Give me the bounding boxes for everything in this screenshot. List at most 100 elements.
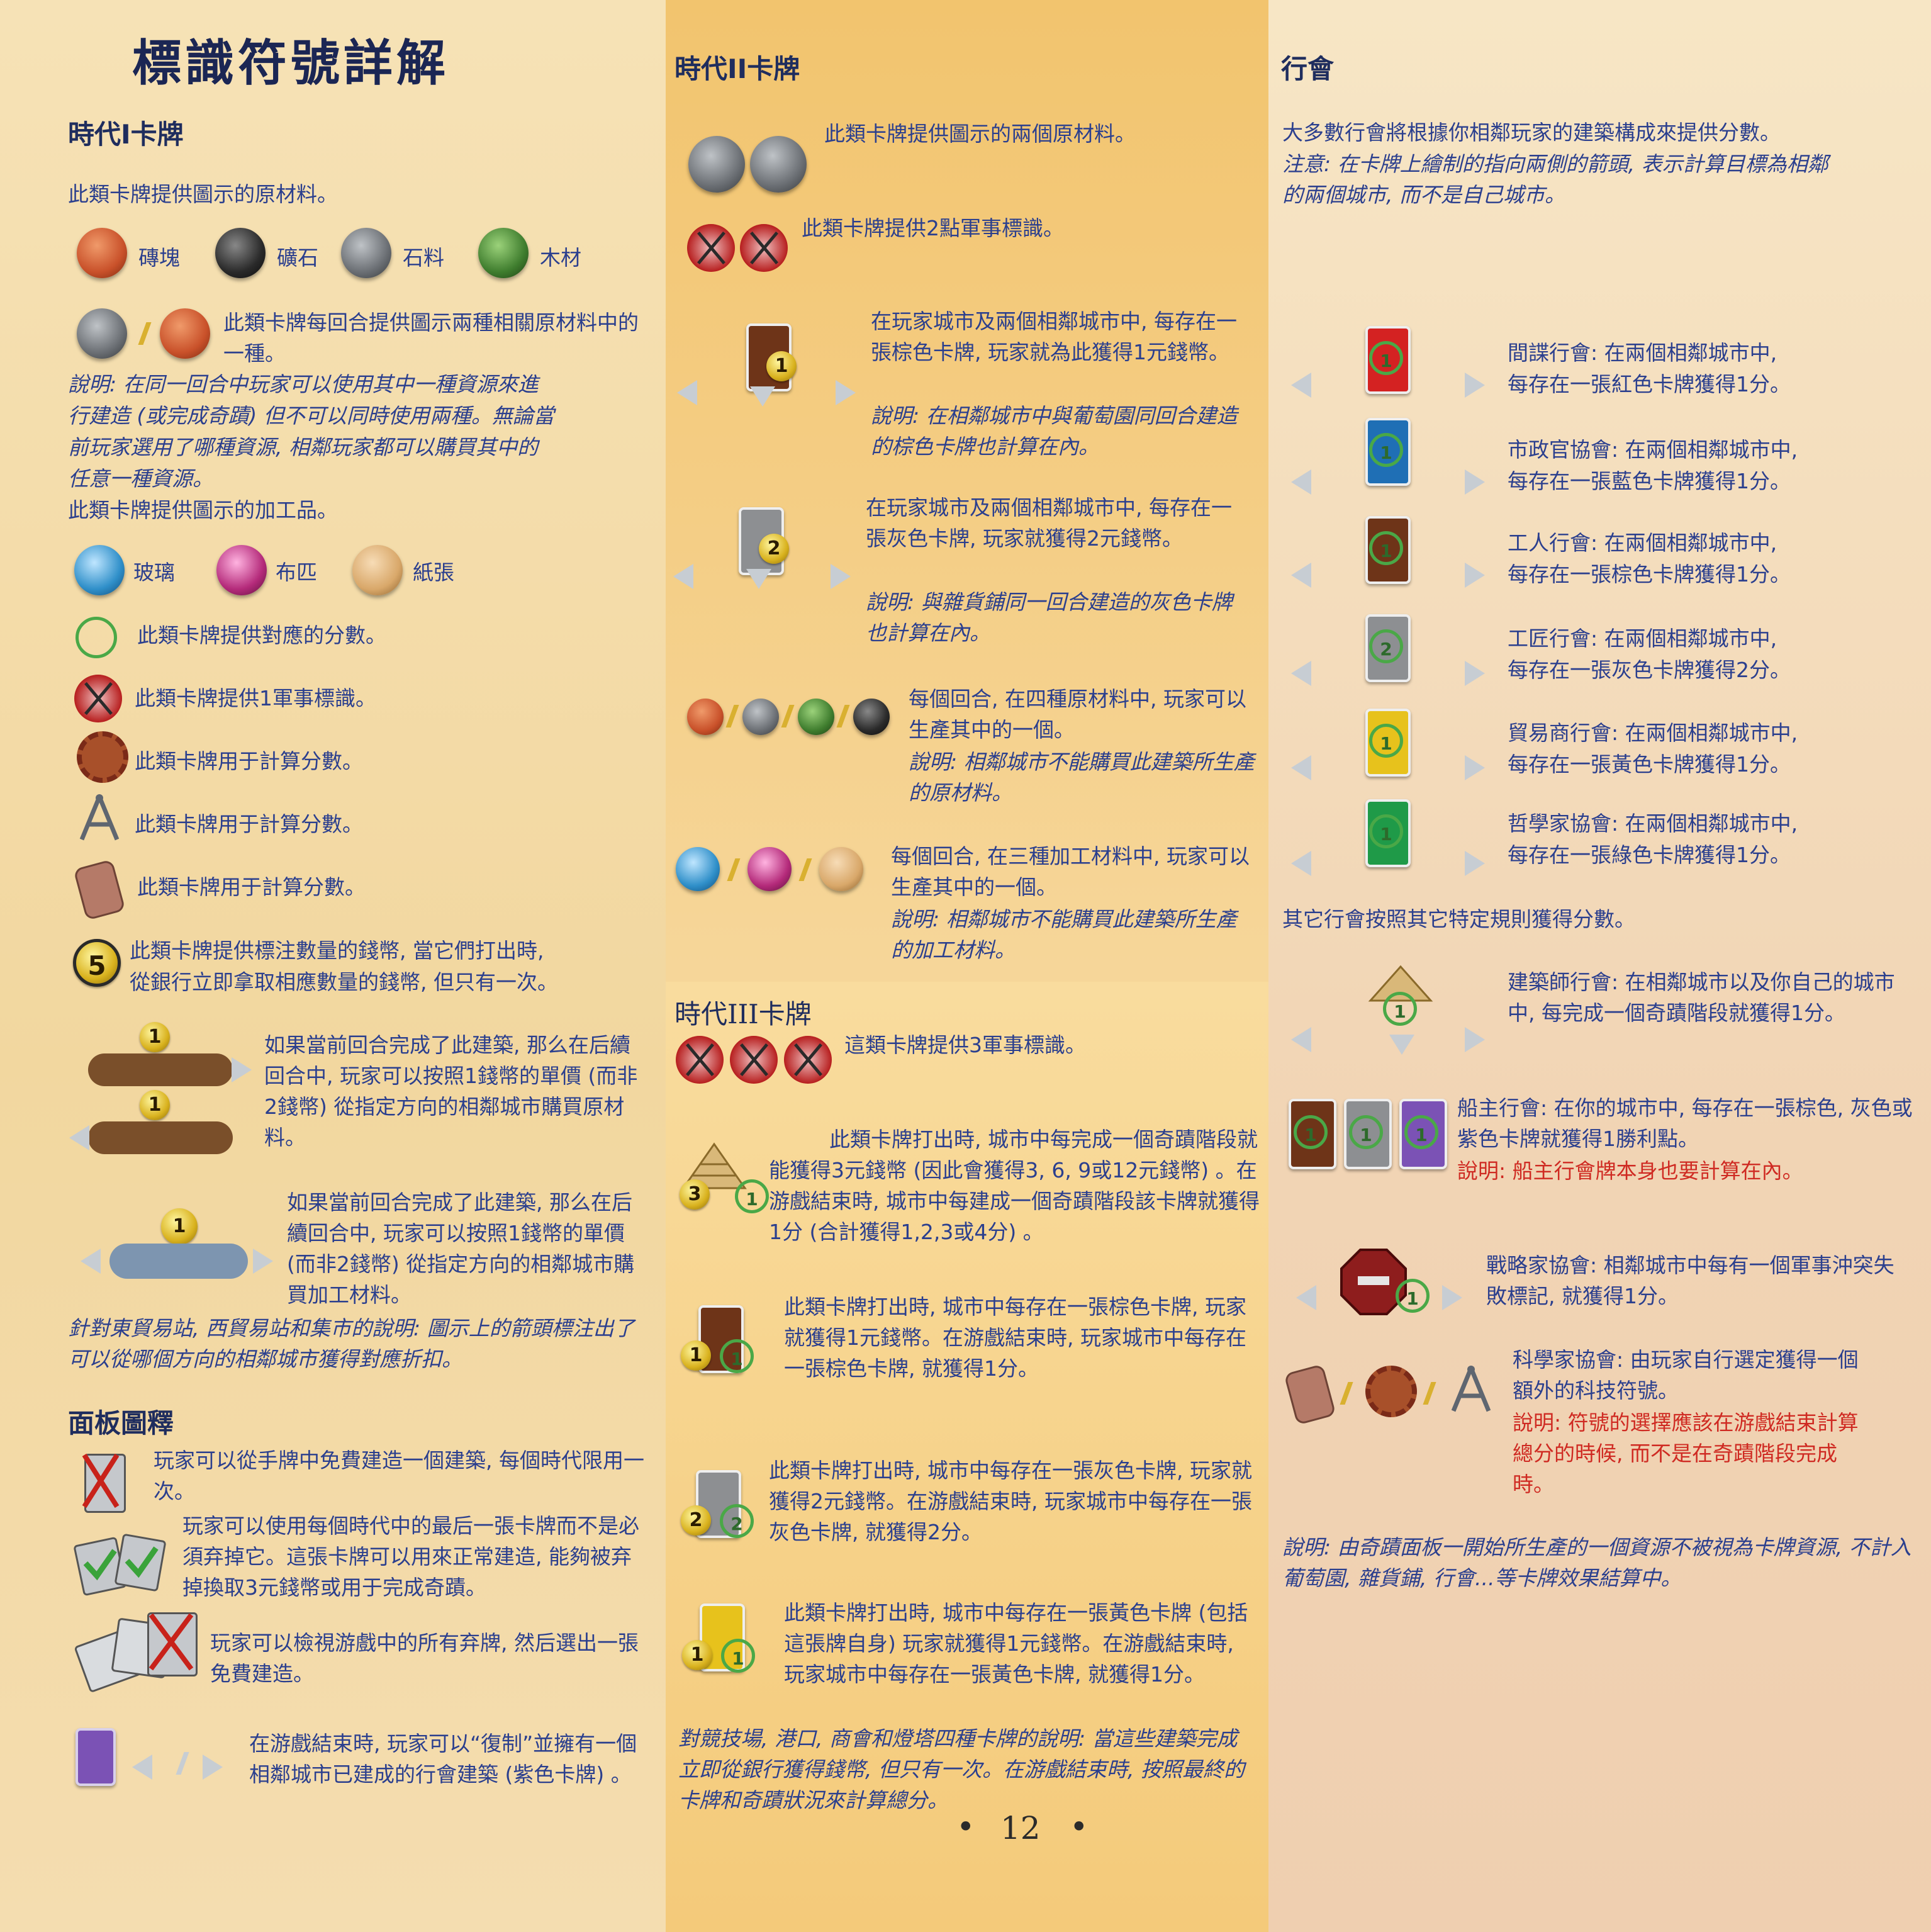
compass-icon <box>1446 1364 1496 1415</box>
stone-icon <box>750 136 807 193</box>
trade-raw-text: 如果當前回合完成了此建築, 那么在后續回合中, 玩家可以按照1錢幣的單價 (而非… <box>264 1033 638 1150</box>
page-number-bullet-left: • <box>956 1809 975 1845</box>
grey-text: 在玩家城市及兩個相鄰城市中, 每存在一張灰色卡牌, 玩家就獲得2元錢幣。 <box>866 495 1232 551</box>
trade-manu-text: 如果當前回合完成了此建築, 那么在后續回合中, 玩家可以按照1錢幣的單價 (而非… <box>287 1190 635 1307</box>
slash-separator <box>727 858 741 881</box>
shipowners-text: 船主行會: 在你的城市中, 每存在一張棕色, 灰色或紫色卡牌就獲得1勝利點。 <box>1457 1096 1913 1151</box>
trade-manu-icon: 1 <box>76 1208 277 1284</box>
yellow3-text: 此類卡牌打出時, 城市中每存在一張黃色卡牌 (包括這張牌自身) 玩家就獲得1元錢… <box>784 1600 1248 1687</box>
build-free-icon <box>78 1450 135 1513</box>
arrow-left-icon <box>1291 563 1311 588</box>
arrow-right-icon <box>232 1057 252 1082</box>
age3-heading: 時代III卡牌 <box>674 999 812 1030</box>
coin-icon: 2 <box>759 534 789 564</box>
stone-icon <box>742 699 779 735</box>
age3-panel <box>666 982 1268 1932</box>
laurel-icon: 1 <box>1294 1115 1328 1149</box>
board-item-1: 玩家可以從手牌中免費建造一個建築, 每個時代限用一次。 <box>154 1448 644 1503</box>
slash-separator <box>836 705 850 727</box>
laurel-icon: 2 <box>720 1504 754 1538</box>
guild-intro: 大多數行會將根據你相鄰玩家的建築構成來提供分數。 <box>1282 120 1781 145</box>
arrow-left-icon <box>1291 851 1311 876</box>
trade-bar <box>88 1121 233 1154</box>
guild-row-philosophers: 1 哲學家協會: 在兩個相鄰城市中, 每存在一張綠色卡牌獲得1分。 <box>1268 799 1931 876</box>
page-number: 12 <box>1000 1810 1041 1846</box>
slash-separator <box>725 705 739 727</box>
resource-label-ore: 礦石 <box>277 245 318 270</box>
tablet-icon <box>73 859 126 921</box>
middle-column: 時代II卡牌 此類卡牌提供圖示的兩個原材料。 此類卡牌提供2點軍事標識。 1 在… <box>666 0 1268 1932</box>
gear-icon <box>77 731 128 783</box>
slash-separator <box>798 858 812 881</box>
coin-text-line-1: 此類卡牌提供標注數量的錢幣, 當它們打出時, <box>130 938 544 963</box>
tablet-icon <box>1284 1364 1336 1425</box>
guild-text-line-2: 每存在一張灰色卡牌獲得2分。 <box>1508 658 1791 682</box>
wood-icon <box>798 699 834 735</box>
board-item-3: 玩家可以檢視游戲中的所有弃牌, 然后選出一張免費建造。 <box>210 1631 639 1686</box>
coin-icon: 1 <box>682 1640 712 1670</box>
guild-row-traders: 1 貿易商行會: 在兩個相鄰城市中, 每存在一張黃色卡牌獲得1分。 <box>1268 709 1931 784</box>
guild-text-line-2: 每存在一張黃色卡牌獲得1分。 <box>1508 752 1791 777</box>
grey-note: 說明: 與雜貨鋪同一回合建造的灰色卡牌也計算在內。 <box>866 590 1233 645</box>
glass-icon <box>74 545 125 595</box>
arrow-left-icon <box>69 1125 89 1150</box>
trade-bar <box>88 1053 233 1086</box>
resource-label-brick: 磚塊 <box>138 245 180 270</box>
arrow-left-icon <box>677 380 697 405</box>
gear-text: 此類卡牌用于計算分數。 <box>135 749 363 773</box>
strategists-text: 戰略家協會: 相鄰城市中每有一個軍事沖突失敗標記, 就獲得1分。 <box>1486 1253 1895 1308</box>
coin-icon: 5 <box>73 939 121 987</box>
left-column: 標識符號詳解 時代I卡牌 此類卡牌提供圖示的原材料。 磚塊 礦石 石料 木材 此… <box>0 0 666 1932</box>
guild-text-line-2: 每存在一張藍色卡牌獲得1分。 <box>1508 469 1791 493</box>
arrow-right-icon <box>1465 563 1485 588</box>
guild-text-line-1: 工人行會: 在兩個相鄰城市中, <box>1508 531 1777 555</box>
right-column: 行會 大多數行會將根據你相鄰玩家的建築構成來提供分數。 注意: 在卡牌上繪制的指… <box>1268 0 1931 1932</box>
goods-label-papyrus: 紙張 <box>413 560 454 585</box>
builders-guild-text: 建築師行會: 在相鄰城市以及你自己的城市中, 每完成一個奇蹟階段就獲得1分。 <box>1508 970 1895 1025</box>
slash-separator <box>138 322 152 345</box>
slash-separator <box>781 705 795 727</box>
final-note: 說明: 由奇蹟面板一開始所生產的一個資源不被視為卡牌資源, 不計入葡萄園, 雜貨… <box>1282 1535 1911 1590</box>
guild-intro-note: 注意: 在卡牌上繪制的指向兩側的箭頭, 表示計算目標為相鄰的兩個城市, 而不是自… <box>1282 152 1828 207</box>
laurel-icon: 1 <box>721 1639 755 1673</box>
arrow-right-icon <box>836 380 856 405</box>
any-manu-note: 說明: 相鄰城市不能購買此建築所生產的加工材料。 <box>891 907 1237 962</box>
guild-text-line-2: 每存在一張棕色卡牌獲得1分。 <box>1508 562 1791 587</box>
coin-text-line-2: 從銀行立即拿取相應數量的錢幣, 但只有一次。 <box>130 970 558 994</box>
arrow-left-icon <box>1291 469 1311 495</box>
other-guilds-text: 其它行會按照其它特定規則獲得分數。 <box>1282 907 1635 931</box>
laurel-icon: 1 <box>1369 724 1403 758</box>
arrow-right-icon <box>1442 1285 1462 1310</box>
laurel-icon: 1 <box>1404 1115 1438 1149</box>
laurel-icon: 1 <box>1369 531 1403 565</box>
three-shield-text: 這類卡牌提供3軍事標識。 <box>844 1033 1086 1057</box>
laurel-icon: 1 <box>1369 433 1403 467</box>
laurel-icon: 2 <box>1369 629 1403 663</box>
purple-card-icon <box>76 1728 116 1786</box>
two-shield-text: 此類卡牌提供2點軍事標識。 <box>802 216 1064 240</box>
guild-text-line-2: 每存在一張紅色卡牌獲得1分。 <box>1508 372 1791 396</box>
grey3-text: 此類卡牌打出時, 城市中每存在一張灰色卡牌, 玩家就獲得2元錢幣。在游戲結束時,… <box>769 1458 1252 1544</box>
laurel-icon <box>76 617 117 658</box>
board-item-2: 玩家可以使用每個時代中的最后一張卡牌而不是必須弃掉它。這張卡牌可以用來正常建造,… <box>182 1514 639 1600</box>
guild-row-craftsmens: 2 工匠行會: 在兩個相鄰城市中, 每存在一張灰色卡牌獲得2分。 <box>1268 614 1931 690</box>
age3-note: 對競技場, 港口, 商會和燈塔四種卡牌的說明: 當這些建築完成立即從銀行獲得錢幣… <box>678 1726 1245 1812</box>
guild-text-line-1: 貿易商行會: 在兩個相鄰城市中, <box>1508 721 1798 745</box>
coin-icon: 1 <box>140 1022 170 1052</box>
choice-note-line-2: 行建造 (或完成奇蹟) 但不可以同時使用兩種。無論當 <box>68 403 554 428</box>
arrow-right-icon <box>1465 661 1485 686</box>
resource-label-wood: 木材 <box>540 245 581 270</box>
coin-icon: 1 <box>140 1090 170 1120</box>
compass-icon <box>74 793 125 843</box>
arrow-right-icon <box>1465 1027 1485 1052</box>
any-manu-text: 每個回合, 在三種加工材料中, 玩家可以生產其中的一個。 <box>891 844 1250 899</box>
any-raw-text: 每個回合, 在四種原材料中, 玩家可以生產其中的一個。 <box>909 687 1246 742</box>
ore-icon <box>853 699 890 735</box>
board-item-4: 在游戲結束時, 玩家可以“復制”並擁有一個相鄰城市已建成的行會建築 (紫色卡牌)… <box>249 1731 637 1787</box>
defeat-token-icon <box>1339 1247 1408 1317</box>
slash-separator <box>1340 1382 1353 1405</box>
scientists-text: 科學家協會: 由玩家自行選定獲得一個額外的科技符號。 <box>1513 1347 1859 1403</box>
shipowners-note: 說明: 船主行會牌本身也要計算在內。 <box>1457 1159 1803 1183</box>
coin-icon: 1 <box>681 1340 711 1371</box>
discard-pile-icon <box>74 1611 203 1693</box>
